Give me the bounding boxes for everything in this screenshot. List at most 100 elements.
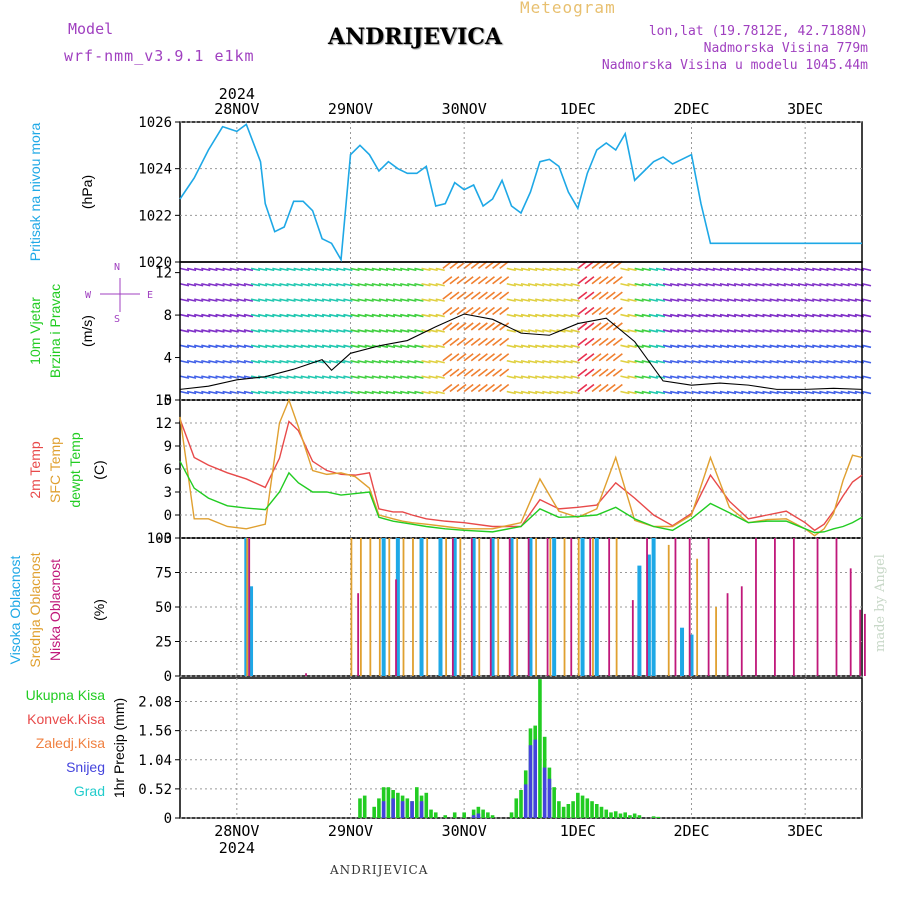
wind-barb — [293, 359, 303, 364]
wind-barb — [684, 267, 694, 272]
wind-barb — [449, 291, 460, 300]
wind-barb — [705, 267, 715, 272]
wind-barb — [648, 313, 659, 318]
wind-barb — [591, 383, 602, 393]
wind-barb — [804, 375, 815, 379]
wind-barb — [840, 375, 850, 379]
clouds-ytick-label: 50 — [155, 600, 172, 616]
wind-barb — [506, 329, 516, 333]
wind-barb — [804, 313, 815, 318]
wind-barb — [563, 375, 573, 379]
wind-barb — [329, 359, 339, 364]
wind-barb — [194, 344, 204, 349]
wind-barb — [698, 267, 708, 272]
wind-barb — [442, 383, 453, 393]
wind-barb — [833, 267, 843, 272]
wind-barb — [314, 298, 325, 302]
wind-barb — [819, 375, 829, 379]
wind-barb — [620, 329, 630, 333]
wind-barb — [513, 390, 524, 395]
precip-bar — [538, 679, 542, 818]
wind-barb — [499, 322, 510, 331]
cloud-bar — [563, 538, 566, 676]
wind-barb — [542, 375, 552, 379]
wind-barb — [655, 359, 666, 364]
wind-barb — [847, 313, 857, 318]
wind-barb — [748, 267, 758, 272]
wind-barb — [520, 329, 531, 333]
wind-barb — [847, 390, 857, 395]
wind-barb — [470, 306, 481, 316]
wind-barb — [307, 313, 318, 318]
wind-barb — [463, 353, 474, 362]
wind-barb — [300, 313, 310, 318]
wind-barb — [243, 313, 254, 318]
wind-barb — [655, 344, 666, 349]
wind-barb — [179, 329, 190, 333]
wind-barb — [861, 375, 872, 379]
wind-barb — [378, 267, 389, 272]
wind-barb — [208, 359, 218, 364]
wind-barb — [350, 375, 360, 379]
wind-barb — [719, 267, 730, 272]
wind-barb — [563, 390, 573, 395]
wind-barb — [748, 359, 758, 364]
wind-barb — [385, 344, 396, 349]
wind-barb — [357, 282, 367, 287]
precip-bar — [533, 739, 538, 818]
wind-barb — [350, 267, 360, 272]
wind-barb — [208, 298, 218, 302]
wind-barb — [250, 359, 261, 364]
wind-barb — [300, 344, 310, 349]
cloud-bar — [689, 634, 694, 676]
wind-barb — [769, 344, 779, 349]
wind-barb — [414, 313, 424, 318]
wind-barb — [670, 344, 680, 349]
wind-barb — [307, 344, 318, 349]
wind-barb — [726, 298, 737, 302]
wind-barb — [670, 282, 680, 287]
wind-barb — [428, 344, 438, 349]
wind-barb — [812, 375, 822, 379]
wind-barb — [364, 313, 374, 318]
wind-barb — [286, 359, 296, 364]
wind-barb — [833, 375, 843, 379]
wind-barb — [513, 267, 524, 272]
wind-barb — [549, 267, 559, 272]
temp-label-2m: 2m Temp — [27, 441, 43, 499]
wind-barb — [726, 344, 737, 349]
wind-barb — [819, 313, 829, 318]
wind-barb — [279, 267, 289, 272]
wind-barb — [314, 375, 325, 379]
wind-barb — [655, 267, 666, 272]
precip-bar — [429, 809, 433, 818]
wind-barb — [236, 359, 247, 364]
wind-barb — [435, 344, 445, 349]
day-label-top: 3DEC — [787, 100, 823, 118]
wind-barb — [691, 359, 701, 364]
wind-barb — [179, 313, 190, 318]
wind-barb — [506, 375, 516, 379]
wind-barb — [222, 282, 232, 287]
wind-barb — [357, 375, 367, 379]
wind-barb — [648, 267, 659, 272]
wind-barb — [733, 298, 744, 302]
wind-barb — [741, 359, 751, 364]
wind-barb — [463, 291, 474, 300]
wind-barb — [762, 282, 772, 287]
wind-barb — [400, 282, 410, 287]
wind-barb — [577, 368, 588, 377]
wind-barb — [314, 390, 325, 395]
cloud-bar — [726, 593, 729, 676]
precip-legend-4: Grad — [74, 783, 105, 799]
cloud-bar — [680, 627, 685, 676]
cloud-bar — [402, 538, 405, 676]
pressure-ytick-label: 1026 — [138, 115, 172, 131]
wind-barb — [762, 344, 772, 349]
precip-bar — [632, 813, 637, 818]
precip-bar — [358, 798, 362, 818]
wind-barb — [477, 276, 488, 285]
wind-barb — [719, 298, 730, 302]
wind-barb — [499, 383, 510, 393]
wind-barb — [733, 282, 744, 287]
